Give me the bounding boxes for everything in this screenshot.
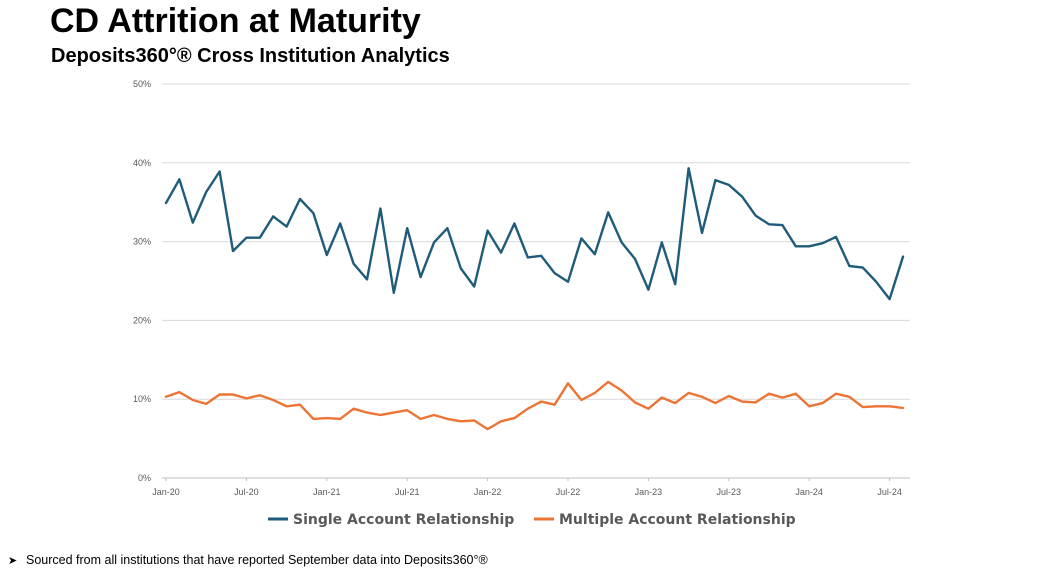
- legend-label-single: Single Account Relationship: [293, 512, 514, 528]
- chart-title: CD Attrition at Maturity: [50, 2, 421, 40]
- x-tick-label: Jan-22: [474, 487, 502, 497]
- x-tick-label: Jul-22: [556, 487, 581, 497]
- y-tick-label: 20%: [133, 315, 151, 325]
- x-tick-label: Jul-20: [234, 487, 259, 497]
- series-line-single-account: [164, 167, 905, 301]
- arrow-bullet-icon: ➤: [8, 555, 18, 567]
- y-tick-label: 30%: [133, 237, 151, 247]
- y-tick-label: 40%: [133, 158, 151, 168]
- legend: Single Account Relationship Multiple Acc…: [268, 512, 796, 528]
- x-tick-label: Jul-23: [717, 487, 742, 497]
- y-axis: 0% 10% 20% 30% 40% 50%: [133, 79, 151, 483]
- footnote-text: Sourced from all institutions that have …: [26, 553, 488, 567]
- legend-label-multiple: Multiple Account Relationship: [559, 512, 796, 528]
- y-tick-label: 0%: [138, 473, 151, 483]
- x-tick-label: Jan-21: [313, 487, 341, 497]
- grid-lines: [162, 83, 910, 479]
- footnote: ➤ Sourced from all institutions that have…: [8, 552, 488, 569]
- chart-subtitle: Deposits360°® Cross Institution Analytic…: [51, 45, 450, 67]
- y-tick-label: 10%: [133, 394, 151, 404]
- x-tick-label: Jul-24: [877, 487, 902, 497]
- x-tick-label: Jan-24: [795, 487, 823, 497]
- y-tick-label: 50%: [133, 79, 151, 89]
- series-line-multiple-account: [164, 380, 905, 431]
- x-axis: Jan-20 Jul-20 Jan-21 Jul-21 Jan-22 Jul-22 Jan-…: [152, 478, 902, 497]
- x-tick-label: Jan-23: [635, 487, 663, 497]
- series-lines: [164, 167, 905, 431]
- x-tick-label: Jan-20: [152, 487, 180, 497]
- x-tick-label: Jul-21: [395, 487, 420, 497]
